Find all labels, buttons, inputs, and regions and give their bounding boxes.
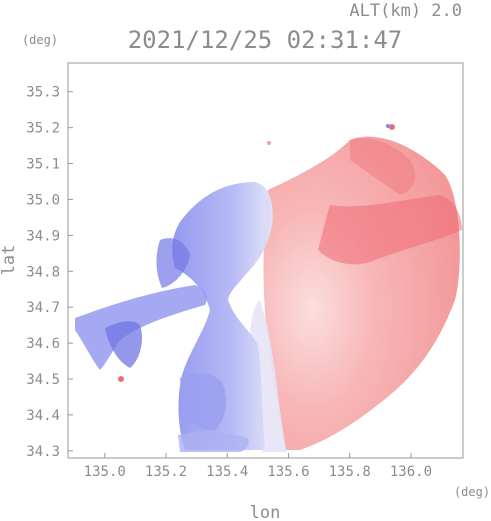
- altitude-label: ALT(km) 2.0: [349, 1, 462, 21]
- y-tick-label: 34.3: [26, 444, 60, 460]
- positive-strong-band: [318, 195, 462, 265]
- x-axis-label: lon: [250, 503, 281, 521]
- y-tick-label: 35.2: [26, 121, 60, 137]
- red-speck: [118, 376, 124, 382]
- y-tick-label: 35.1: [26, 157, 60, 173]
- negative-bottom-streak: [178, 432, 249, 452]
- x-axis-unit: (deg): [454, 485, 490, 499]
- red-speck: [389, 124, 395, 130]
- y-tick-label: 34.4: [26, 408, 60, 424]
- radar-echo-field: [75, 124, 462, 452]
- y-tick-label: 35.0: [26, 192, 60, 208]
- y-axis-unit: (deg): [22, 33, 58, 47]
- y-axis-ticks: 34.3 34.4 34.5 34.6 34.7 34.8 34.9 35.0 35.1 35.2…: [26, 85, 73, 460]
- negative-arm-streak: [75, 285, 207, 370]
- x-axis-ticks: 135.0 135.2 135.4 135.6 135.8 136.0: [84, 453, 432, 480]
- blue-speck: [386, 124, 390, 128]
- positive-velocity-region: [263, 136, 460, 450]
- y-tick-label: 34.6: [26, 336, 60, 352]
- y-tick-label: 35.3: [26, 85, 60, 101]
- x-tick-label: 136.0: [390, 464, 432, 480]
- negative-strong-patch: [105, 321, 142, 368]
- x-tick-label: 135.4: [206, 464, 248, 480]
- positive-strong-band-2: [350, 137, 416, 195]
- red-speck: [267, 141, 271, 145]
- x-tick-label: 135.6: [267, 464, 309, 480]
- y-tick-label: 34.7: [26, 300, 60, 316]
- plot-frame: [67, 62, 464, 459]
- y-tick-label: 34.5: [26, 372, 60, 388]
- x-tick-label: 135.0: [84, 464, 126, 480]
- x-tick-label: 135.8: [329, 464, 371, 480]
- y-tick-label: 34.9: [26, 228, 60, 244]
- y-tick-label: 34.8: [26, 264, 60, 280]
- y-axis-label: lat: [0, 245, 19, 276]
- x-tick-label: 135.2: [145, 464, 187, 480]
- negative-strong-patch-2: [156, 238, 190, 288]
- chart-title: 2021/12/25 02:31:47: [128, 26, 403, 54]
- negative-lower-patch: [180, 373, 227, 431]
